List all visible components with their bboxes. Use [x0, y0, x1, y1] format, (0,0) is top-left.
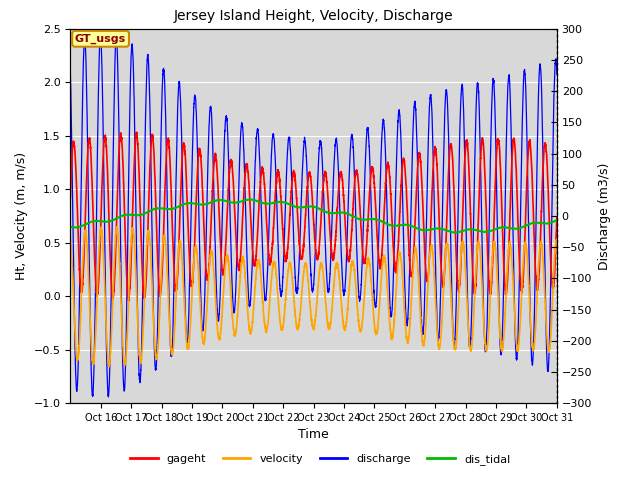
- dis_tidal: [246, 197, 254, 203]
- discharge: [67, 72, 74, 78]
- gageht: [67, 194, 74, 200]
- Title: Jersey Island Height, Velocity, Discharge: Jersey Island Height, Velocity, Discharg…: [174, 10, 453, 24]
- gageht: [275, 171, 283, 177]
- dis_tidal: [538, 220, 546, 226]
- Y-axis label: Ht, Velocity (m, m/s): Ht, Velocity (m, m/s): [15, 152, 28, 280]
- velocity: [538, 244, 546, 250]
- Line: discharge: discharge: [70, 35, 557, 397]
- discharge: [298, 185, 305, 191]
- velocity: [271, 260, 279, 265]
- gageht: [514, 218, 522, 224]
- dis_tidal: [275, 199, 283, 205]
- gageht: [125, 298, 132, 304]
- velocity: [97, 224, 105, 230]
- velocity: [514, 347, 522, 353]
- X-axis label: Time: Time: [298, 429, 329, 442]
- dis_tidal: [271, 200, 278, 205]
- discharge: [97, 32, 104, 37]
- gageht: [538, 189, 546, 194]
- velocity: [67, 235, 74, 241]
- Line: dis_tidal: dis_tidal: [70, 200, 557, 232]
- velocity: [298, 289, 305, 295]
- dis_tidal: [514, 226, 522, 231]
- Legend: gageht, velocity, discharge, dis_tidal: gageht, velocity, discharge, dis_tidal: [125, 450, 515, 469]
- discharge: [104, 394, 112, 400]
- dis_tidal: [298, 204, 305, 210]
- velocity: [105, 364, 113, 370]
- velocity: [275, 305, 283, 311]
- velocity: [553, 237, 561, 243]
- dis_tidal: [451, 229, 459, 235]
- Line: velocity: velocity: [70, 227, 557, 367]
- discharge: [420, 316, 428, 322]
- gageht: [132, 130, 140, 135]
- dis_tidal: [67, 224, 74, 230]
- dis_tidal: [420, 228, 428, 233]
- Text: GT_usgs: GT_usgs: [75, 34, 126, 44]
- Line: gageht: gageht: [70, 132, 557, 301]
- gageht: [553, 215, 561, 221]
- gageht: [298, 256, 305, 262]
- discharge: [553, 71, 561, 77]
- gageht: [420, 231, 428, 237]
- gageht: [271, 199, 279, 205]
- discharge: [275, 263, 283, 268]
- discharge: [514, 340, 522, 346]
- Y-axis label: Discharge (m3/s): Discharge (m3/s): [598, 162, 611, 270]
- discharge: [271, 151, 279, 156]
- discharge: [538, 108, 546, 113]
- velocity: [420, 341, 428, 347]
- dis_tidal: [553, 217, 561, 223]
